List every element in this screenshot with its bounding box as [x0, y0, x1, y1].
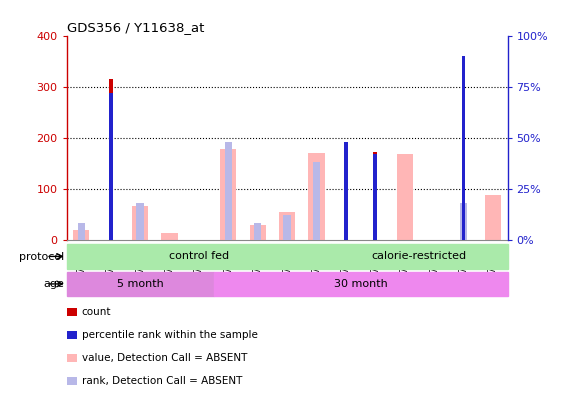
Bar — [67, 244, 331, 269]
Text: rank, Detection Call = ABSENT: rank, Detection Call = ABSENT — [82, 376, 242, 386]
Bar — [78, 223, 85, 240]
Text: 30 month: 30 month — [334, 279, 387, 289]
Bar — [344, 143, 347, 240]
Bar — [224, 142, 232, 240]
Bar — [344, 142, 347, 240]
Text: protocol: protocol — [19, 251, 64, 262]
Bar — [462, 61, 465, 240]
Text: 5 month: 5 month — [117, 279, 164, 289]
Bar — [109, 93, 113, 240]
Bar — [279, 211, 295, 240]
Bar — [374, 152, 377, 240]
Bar — [213, 272, 508, 296]
Text: value, Detection Call = ABSENT: value, Detection Call = ABSENT — [82, 353, 247, 363]
Bar — [460, 203, 467, 240]
Text: count: count — [82, 307, 111, 317]
Bar — [374, 154, 377, 240]
Bar — [284, 215, 291, 240]
Bar — [254, 223, 262, 240]
Bar — [161, 234, 177, 240]
Bar — [462, 56, 465, 240]
Bar — [397, 154, 413, 240]
Bar — [220, 149, 237, 240]
Bar — [485, 195, 501, 240]
Text: calorie-restricted: calorie-restricted — [372, 251, 467, 261]
Bar — [132, 206, 148, 240]
Bar — [331, 244, 508, 269]
Bar — [67, 272, 213, 296]
Bar — [249, 225, 266, 240]
Bar — [313, 162, 320, 240]
Bar — [309, 153, 325, 240]
Bar — [73, 230, 89, 240]
Bar — [136, 203, 144, 240]
Text: GDS356 / Y11638_at: GDS356 / Y11638_at — [67, 21, 204, 34]
Text: percentile rank within the sample: percentile rank within the sample — [82, 330, 258, 340]
Text: age: age — [43, 279, 64, 289]
Bar — [109, 79, 113, 240]
Text: control fed: control fed — [169, 251, 229, 261]
